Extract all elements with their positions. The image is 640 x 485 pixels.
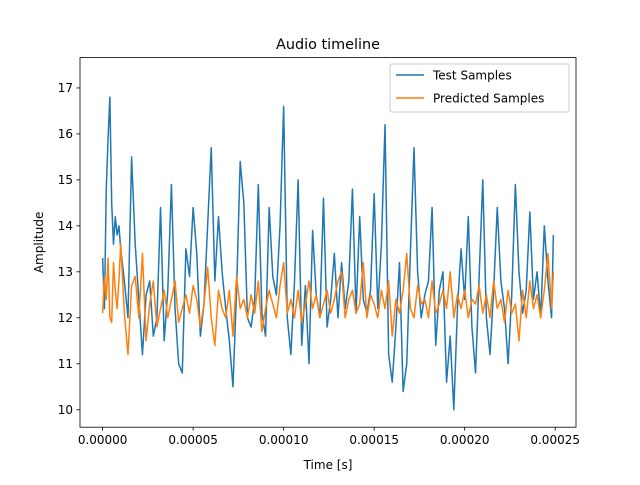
x-tick-label: 0.00020 (440, 433, 490, 447)
y-tick-label: 13 (58, 265, 73, 279)
legend-label-predicted-samples: Predicted Samples (433, 92, 544, 106)
x-axis: 0.00000 0.00005 0.00010 0.00015 0.00020 0.000… (78, 427, 580, 447)
x-tick-label: 0.00025 (530, 433, 580, 447)
y-tick-label: 10 (58, 403, 73, 417)
chart-title: Audio timeline (276, 37, 380, 53)
y-axis: 10 11 12 13 14 15 16 17 (58, 81, 80, 417)
x-tick-label: 0.00000 (78, 433, 128, 447)
legend-label-test-samples: Test Samples (432, 69, 512, 83)
x-axis-label: Time [s] (303, 458, 353, 472)
y-tick-label: 12 (58, 311, 73, 325)
legend-box (389, 63, 570, 113)
y-tick-label: 11 (58, 357, 73, 371)
y-tick-label: 17 (58, 81, 73, 95)
series-line-predicted-samples (101, 243, 555, 356)
x-tick-label: 0.00015 (349, 433, 399, 447)
y-tick-label: 14 (58, 219, 73, 233)
y-tick-label: 16 (58, 127, 73, 141)
x-tick-label: 0.00010 (259, 433, 309, 447)
legend: Test Samples Predicted Samples (389, 63, 570, 113)
axes-frame (79, 57, 577, 428)
y-axis-label: Amplitude (32, 212, 46, 274)
plot-area (101, 96, 555, 411)
x-tick-label: 0.00005 (168, 433, 218, 447)
y-tick-label: 15 (58, 173, 73, 187)
